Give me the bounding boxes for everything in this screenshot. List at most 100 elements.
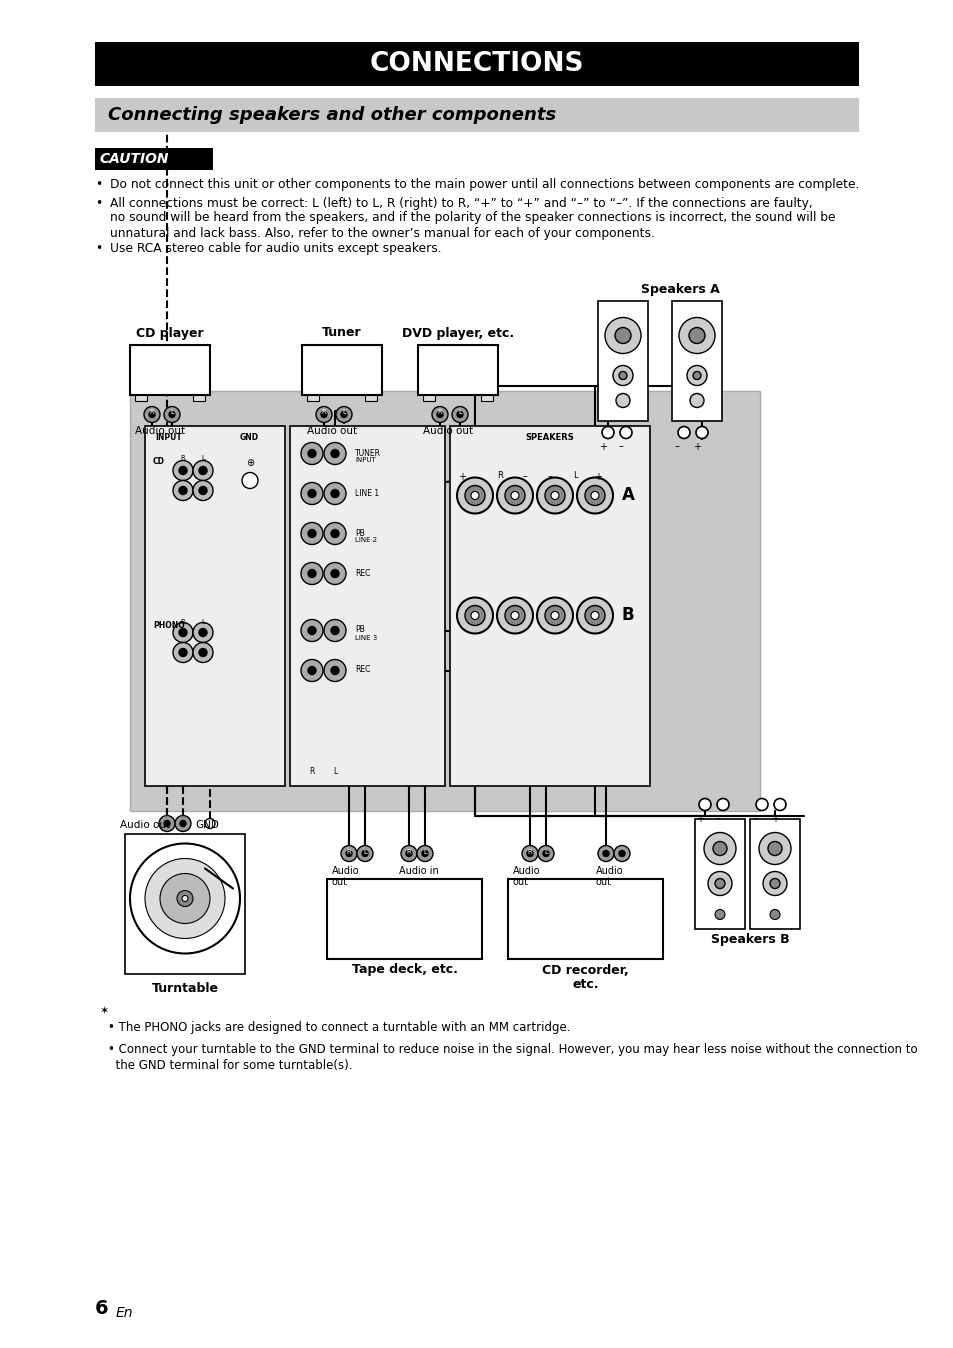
Circle shape — [769, 910, 780, 919]
Circle shape — [149, 411, 154, 418]
Text: REC: REC — [355, 666, 370, 674]
FancyBboxPatch shape — [95, 42, 858, 86]
Circle shape — [452, 407, 468, 422]
Circle shape — [320, 411, 327, 418]
Text: L: L — [457, 410, 461, 415]
Text: LINE 3: LINE 3 — [355, 635, 376, 640]
Circle shape — [172, 461, 193, 480]
Circle shape — [471, 492, 478, 500]
Text: CONNECTIONS: CONNECTIONS — [370, 51, 583, 77]
Circle shape — [584, 485, 604, 506]
Circle shape — [199, 648, 207, 656]
Circle shape — [361, 851, 368, 856]
Circle shape — [324, 442, 346, 465]
Text: CD player: CD player — [136, 326, 204, 340]
Circle shape — [421, 851, 428, 856]
Circle shape — [331, 530, 338, 538]
Circle shape — [537, 845, 554, 861]
Circle shape — [169, 411, 174, 418]
Text: SPEAKERS: SPEAKERS — [525, 434, 574, 442]
Text: Speakers B: Speakers B — [710, 934, 788, 946]
Circle shape — [618, 851, 624, 856]
Text: Connecting speakers and other components: Connecting speakers and other components — [108, 106, 556, 124]
Text: L: L — [422, 848, 427, 855]
Text: Audio out: Audio out — [307, 426, 356, 437]
Text: L: L — [201, 456, 205, 461]
Circle shape — [601, 426, 614, 438]
Circle shape — [688, 328, 704, 344]
Text: R: R — [150, 410, 154, 415]
Circle shape — [703, 833, 735, 864]
Circle shape — [145, 859, 225, 938]
Text: +: + — [457, 472, 465, 481]
Text: Use RCA stereo cable for audio units except speakers.: Use RCA stereo cable for audio units exc… — [110, 243, 441, 255]
Text: •: • — [95, 178, 102, 191]
Circle shape — [308, 489, 315, 497]
Circle shape — [714, 879, 724, 888]
Circle shape — [144, 407, 160, 422]
Circle shape — [762, 872, 786, 895]
Text: B: B — [621, 607, 634, 624]
Circle shape — [179, 628, 187, 636]
Text: –: – — [674, 442, 679, 452]
Text: R: R — [527, 848, 532, 855]
Circle shape — [755, 798, 767, 810]
Text: R: R — [406, 848, 411, 855]
Text: TUNER: TUNER — [355, 449, 380, 457]
Text: LINE 1: LINE 1 — [355, 488, 378, 497]
Text: R: R — [437, 410, 442, 415]
Circle shape — [406, 851, 412, 856]
Circle shape — [686, 365, 706, 386]
FancyBboxPatch shape — [422, 395, 435, 400]
Text: R: R — [309, 767, 314, 776]
Text: R: R — [497, 472, 502, 480]
Circle shape — [331, 627, 338, 635]
Text: • The PHONO jacks are designed to connect a turntable with an MM cartridge.: • The PHONO jacks are designed to connec… — [108, 1022, 570, 1034]
Circle shape — [335, 407, 352, 422]
Circle shape — [193, 461, 213, 480]
Circle shape — [604, 318, 640, 353]
Circle shape — [324, 483, 346, 504]
Text: R: R — [180, 619, 185, 624]
Text: Audio out: Audio out — [135, 426, 185, 437]
Text: Tuner: Tuner — [322, 326, 361, 340]
Circle shape — [301, 523, 323, 545]
Circle shape — [331, 449, 338, 457]
FancyBboxPatch shape — [302, 345, 381, 395]
FancyBboxPatch shape — [327, 879, 481, 958]
Circle shape — [193, 643, 213, 662]
Circle shape — [324, 659, 346, 682]
Text: +: + — [594, 472, 601, 481]
Circle shape — [464, 605, 484, 625]
Text: PB: PB — [355, 625, 364, 635]
Circle shape — [619, 426, 631, 438]
Circle shape — [182, 895, 188, 902]
Circle shape — [471, 612, 478, 620]
Circle shape — [577, 597, 613, 634]
Circle shape — [331, 569, 338, 577]
Circle shape — [199, 466, 207, 474]
Circle shape — [511, 492, 518, 500]
FancyBboxPatch shape — [145, 426, 285, 786]
Circle shape — [301, 442, 323, 465]
Circle shape — [614, 845, 629, 861]
FancyBboxPatch shape — [135, 395, 147, 400]
FancyBboxPatch shape — [417, 345, 497, 395]
Circle shape — [308, 449, 315, 457]
Circle shape — [542, 851, 548, 856]
Text: Audio
out: Audio out — [513, 865, 540, 887]
Circle shape — [692, 372, 700, 380]
Circle shape — [356, 845, 373, 861]
Circle shape — [324, 620, 346, 642]
FancyBboxPatch shape — [290, 426, 444, 786]
Circle shape — [773, 798, 785, 810]
Circle shape — [537, 477, 573, 514]
Text: Tape deck, etc.: Tape deck, etc. — [352, 964, 456, 976]
Circle shape — [464, 485, 484, 506]
Circle shape — [308, 666, 315, 674]
Text: •: • — [95, 197, 102, 209]
Text: GND: GND — [194, 821, 218, 830]
Circle shape — [679, 318, 714, 353]
Circle shape — [160, 874, 210, 923]
Text: INPUT: INPUT — [154, 434, 182, 442]
